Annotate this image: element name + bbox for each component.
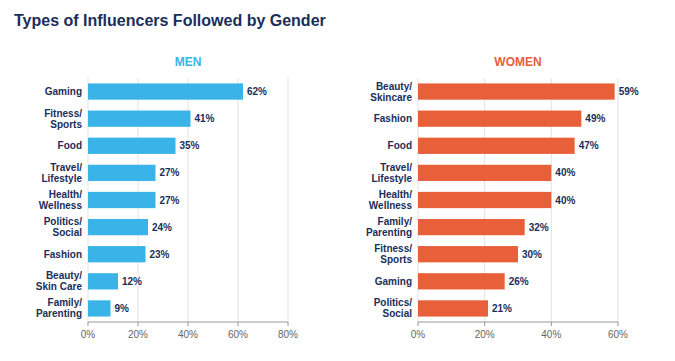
bar: [88, 192, 156, 208]
panel: WOMEN 0% 20% 40% 60% Beauty/Skincare Fashion Fo…: [366, 55, 639, 340]
category-label: Politics/Social: [44, 216, 83, 238]
data-label: 41%: [195, 113, 215, 124]
bar: [88, 300, 111, 316]
background: [0, 0, 675, 361]
category-label: Food: [388, 140, 412, 151]
bar: [418, 83, 615, 99]
bar: [418, 138, 575, 154]
tick-label: 0%: [81, 329, 96, 340]
category-label: Beauty/Skin Care: [36, 270, 83, 292]
section-label: WOMEN: [494, 55, 541, 69]
category-label: Food: [58, 140, 82, 151]
title: Types of Influencers Followed by Gender: [14, 12, 326, 29]
tick-mark: [188, 322, 189, 326]
category-label: Fashion: [374, 113, 412, 124]
tick-mark: [618, 322, 619, 326]
data-label: 40%: [555, 195, 575, 206]
chart: Types of Influencers Followed by Gender M…: [0, 0, 675, 361]
tick-label: 0%: [411, 329, 426, 340]
section-label: MEN: [175, 55, 202, 69]
category-label: Travel/Lifestyle: [371, 162, 412, 184]
bar: [88, 111, 191, 127]
bar: [418, 246, 518, 262]
bar: [88, 83, 243, 99]
tick-mark: [238, 322, 239, 326]
bar: [418, 165, 551, 181]
category-label: Fitness/Sports: [374, 243, 412, 265]
bar: [418, 219, 525, 235]
data-label: 23%: [150, 249, 170, 260]
data-label: 9%: [115, 303, 130, 314]
category-label: Family/Parenting: [366, 216, 412, 238]
tick-mark: [484, 322, 485, 326]
tick-mark: [138, 322, 139, 326]
bar: [88, 273, 118, 289]
panel: MEN 0% 20% 40% 60% 80% Gaming Fitness/Sports Foo…: [36, 55, 298, 340]
data-label: 24%: [152, 222, 172, 233]
bars: [88, 83, 243, 316]
data-label: 47%: [579, 140, 599, 151]
tick-label: 40%: [541, 329, 561, 340]
x-axis-line: [88, 322, 288, 323]
bar: [418, 300, 488, 316]
category-label: Politics/Social: [374, 297, 413, 319]
bar: [88, 219, 148, 235]
category-label: Health/Wellness: [369, 189, 413, 211]
tick-mark: [88, 322, 89, 326]
bar: [418, 192, 551, 208]
bar: [88, 165, 156, 181]
category-label: Travel/Lifestyle: [41, 162, 82, 184]
data-label: 12%: [122, 276, 142, 287]
bar: [418, 273, 505, 289]
data-label: 21%: [492, 303, 512, 314]
tick-label: 20%: [128, 329, 148, 340]
x-axis-line: [418, 322, 618, 323]
data-label: 59%: [619, 86, 639, 97]
data-label: 35%: [180, 140, 200, 151]
data-label: 27%: [160, 195, 180, 206]
tick-mark: [551, 322, 552, 326]
category-label: Family/Parenting: [36, 297, 82, 319]
category-label: Gaming: [45, 86, 82, 97]
data-label: 49%: [585, 113, 605, 124]
tick-label: 20%: [475, 329, 495, 340]
category-label: Fashion: [44, 249, 82, 260]
category-label: Health/Wellness: [39, 189, 83, 211]
tick-label: 60%: [608, 329, 628, 340]
grid-line: [618, 78, 619, 322]
data-label: 62%: [247, 86, 267, 97]
data-label: 27%: [160, 167, 180, 178]
tick-label: 80%: [278, 329, 298, 340]
tick-label: 40%: [178, 329, 198, 340]
bar: [88, 138, 176, 154]
tick-label: 60%: [228, 329, 248, 340]
bar: [418, 111, 581, 127]
grid-line: [238, 78, 239, 322]
tick-mark: [418, 322, 419, 326]
category-label: Gaming: [375, 276, 412, 287]
tick-mark: [288, 322, 289, 326]
data-label: 26%: [509, 276, 529, 287]
bars: [418, 83, 615, 316]
category-label: Fitness/Sports: [44, 108, 82, 130]
bar: [88, 246, 146, 262]
data-label: 40%: [555, 167, 575, 178]
data-label: 32%: [529, 222, 549, 233]
data-label: 30%: [522, 249, 542, 260]
category-label: Beauty/Skincare: [370, 81, 412, 103]
grid-line: [288, 78, 289, 322]
